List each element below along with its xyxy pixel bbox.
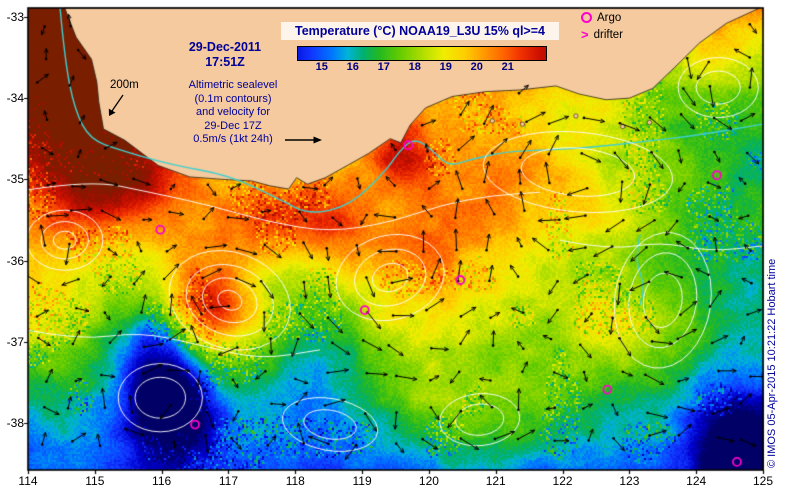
argo-marker-icon (581, 12, 592, 23)
legend-row-argo: Argo (581, 9, 623, 26)
x-tick-label: 125 (752, 474, 774, 488)
y-axis-tick-labels: -33 -34 -35 -36 -37 -38 (0, 0, 26, 500)
x-tick-label: 121 (485, 474, 506, 488)
annotation-line: Altimetric sealevel (188, 79, 278, 91)
argo-label: Argo (597, 11, 622, 24)
annotation-line: (0.1m contours) (194, 92, 272, 105)
drifter-marker-icon: > (581, 27, 589, 42)
x-tick-label: 122 (552, 474, 573, 488)
y-tick-label: -34 (6, 91, 24, 106)
map-title: Temperature (°C) NOAA19_L3U 15% ql>=4 (281, 22, 559, 40)
date-line: 29-Dec-2011 (188, 40, 262, 54)
x-tick-label: 119 (352, 474, 372, 488)
y-tick-label: -36 (6, 253, 24, 268)
x-tick-label: 120 (418, 474, 439, 488)
colorbar-tick-labels: 15 16 17 18 19 20 21 (297, 61, 545, 76)
annotation-text: Altimetric sealevel (0.1m contours) and … (172, 79, 294, 147)
legend-row-drifter: > drifter (581, 26, 623, 43)
colorbar-tick-label: 15 (315, 61, 328, 73)
annotation-line: and velocity for (196, 106, 270, 118)
map-legend: Argo > drifter (581, 9, 623, 43)
x-axis-tick-labels: 114 115 116 117 118 119 120 121 122 123 124 125 (0, 474, 800, 490)
colorbar-tick-label: 18 (408, 61, 421, 73)
copyright-text: © IMOS 05-Apr-2015 10:21:22 Hobart time (766, 258, 778, 468)
x-tick-label: 118 (285, 474, 305, 488)
temperature-colorbar (297, 46, 547, 61)
x-tick-label: 124 (686, 474, 707, 488)
depth-contour-label: 200m (110, 79, 139, 91)
x-tick-label: 116 (152, 474, 172, 488)
drifter-label: drifter (593, 28, 623, 41)
time-line: 17:51Z (205, 55, 245, 69)
colorbar-tick-label: 21 (501, 61, 514, 73)
colorbar-tick-label: 19 (439, 61, 452, 73)
velocity-scale-arrow-icon (285, 136, 322, 144)
datetime-label: 29-Dec-2011 17:51Z (158, 40, 292, 70)
x-tick-label: 114 (18, 474, 38, 488)
annotation-line: 0.5m/s (1kt 24h) (193, 133, 273, 145)
colorbar-tick-label: 16 (346, 61, 359, 73)
y-tick-label: -33 (6, 9, 24, 24)
x-tick-label: 117 (218, 474, 239, 488)
x-tick-label: 115 (85, 474, 105, 488)
depth-contour-arrow-icon (108, 94, 124, 116)
colorbar-tick-label: 20 (470, 61, 483, 73)
x-tick-label: 123 (619, 474, 640, 488)
y-tick-label: -35 (6, 172, 24, 187)
colorbar-tick-label: 17 (377, 61, 390, 73)
y-tick-label: -37 (6, 334, 24, 349)
annotation-line: 29-Dec 17Z (204, 119, 262, 132)
y-tick-label: -38 (6, 415, 24, 430)
